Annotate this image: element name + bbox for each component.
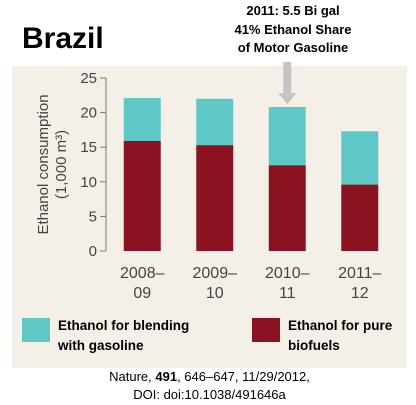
x-tick-label: 2009– (193, 265, 238, 282)
x-tick-label: 2011– (338, 265, 381, 282)
x-tick-label: 12 (351, 285, 369, 302)
y-tick-label: 15 (80, 139, 97, 156)
legend-item-pure: Ethanol for pure biofuels (252, 316, 392, 356)
y-tick-label: 5 (89, 208, 97, 225)
annotation-arrow-shaft (283, 62, 292, 95)
bar-segment (196, 145, 234, 251)
legend-label-pure: Ethanol for pure biofuels (288, 318, 393, 353)
citation-line-1: Nature, 491, 646–647, 11/29/2012, (12, 368, 407, 386)
legend-swatch-blending (22, 318, 50, 342)
citation-volume: 491 (155, 369, 178, 384)
legend: Ethanol for blending with gasoline Ethan… (12, 306, 407, 368)
bar-segment (268, 107, 306, 166)
x-tick-label: 2010– (265, 265, 310, 282)
chart-title: Brazil (22, 22, 104, 55)
citation-doi: DOI: doi:10.1038/491646a (133, 387, 286, 402)
y-tick-label: 0 (89, 243, 97, 260)
y-tick-label: 20 (80, 105, 97, 122)
x-tick-label: 09 (133, 285, 151, 302)
x-tick-label: 10 (206, 285, 224, 302)
y-axis-title-line: Ethanol consumption (35, 94, 52, 234)
y-tick-label: 25 (80, 70, 97, 87)
legend-label-blending: Ethanol for blending with gasoline (58, 318, 190, 353)
bar-segment (268, 165, 306, 251)
annotation-arrow-head (278, 93, 297, 105)
annotation-line: of Motor Gasoline (237, 40, 349, 55)
citation: Nature, 491, 646–647, 11/29/2012, DOI: d… (12, 368, 407, 404)
bar-segment (123, 98, 161, 141)
bar-segment (341, 131, 379, 185)
annotation-box: 2011: 5.5 Bi gal 41% Ethanol Share of Mo… (208, 2, 378, 58)
y-tick-label: 10 (80, 174, 97, 191)
annotation-line: 2011: 5.5 Bi gal (246, 3, 340, 18)
legend-swatch-pure (252, 318, 280, 342)
annotation-line: 41% Ethanol Share (234, 21, 352, 37)
bar-segment (196, 98, 234, 146)
y-axis-title-line: (1,000 m³) (53, 130, 70, 199)
legend-item-blending: Ethanol for blending with gasoline (22, 316, 189, 356)
x-tick-label: 2008– (120, 265, 165, 282)
citation-pages-date: , 646–647, 11/29/2012, (177, 369, 310, 384)
bar-segment (341, 184, 379, 251)
bar-segment (123, 140, 161, 251)
x-tick-label: 11 (279, 285, 296, 302)
citation-journal: Nature, (109, 369, 156, 384)
